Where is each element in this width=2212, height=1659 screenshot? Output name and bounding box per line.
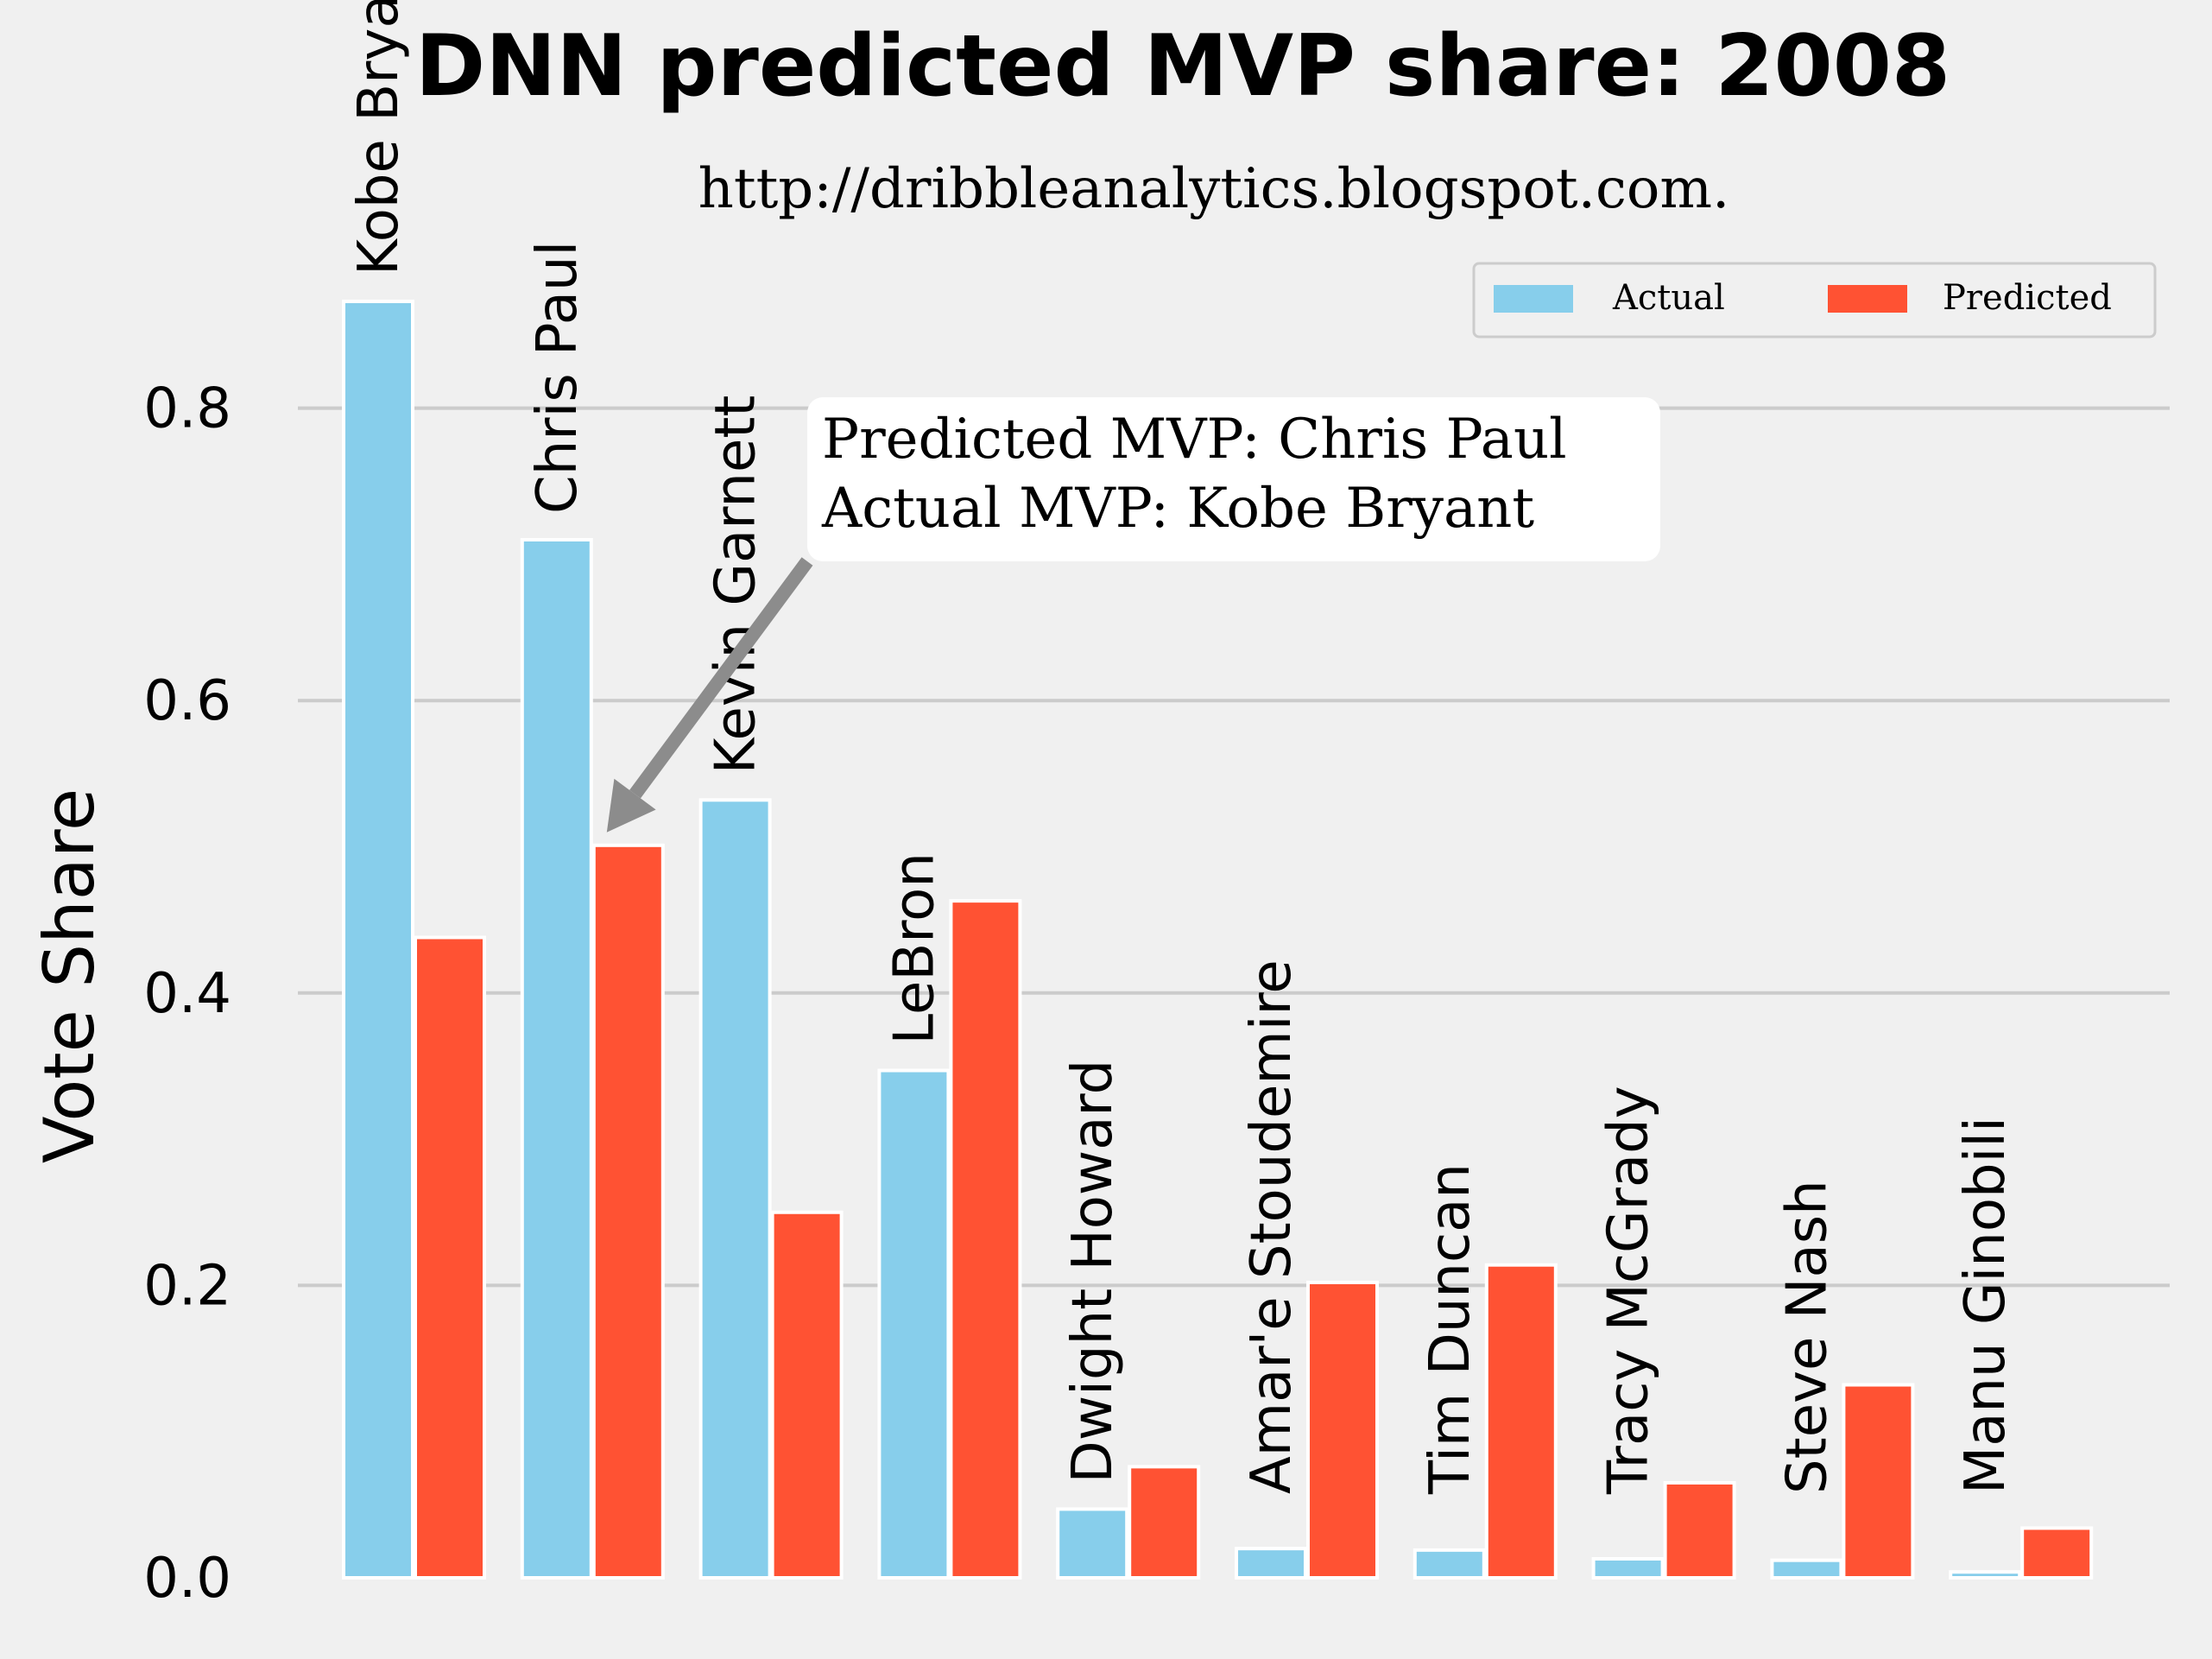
bar-actual <box>1415 1550 1484 1578</box>
bar-predicted <box>1487 1265 1556 1578</box>
player-label: Dwight Howard <box>1061 1060 1125 1484</box>
chart-subtitle: http://dribbleanalytics.blogspot.com. <box>698 157 1730 221</box>
legend-swatch-predicted <box>1828 285 1907 313</box>
annotation-line-1: Predicted MVP: Chris Paul <box>822 408 1567 472</box>
annotation-line-2: Actual MVP: Kobe Bryant <box>821 477 1534 541</box>
bar-actual <box>1594 1559 1663 1578</box>
legend: Actual Predicted <box>1474 263 2155 337</box>
bar-actual <box>879 1071 948 1578</box>
player-label: LeBron <box>882 852 946 1044</box>
bar-predicted <box>1843 1385 1912 1578</box>
y-tick-label: 0.2 <box>143 1254 231 1318</box>
player-label: Chris Paul <box>526 241 590 514</box>
legend-label-predicted: Predicted <box>1943 278 2112 318</box>
player-label: Tim Duncan <box>1419 1163 1482 1495</box>
legend-label-actual: Actual <box>1612 278 1725 318</box>
bar-predicted <box>1308 1282 1377 1578</box>
player-label: Steve Nash <box>1775 1180 1839 1494</box>
player-label: Kobe Bryant <box>347 0 411 275</box>
bar-predicted <box>2022 1528 2091 1578</box>
bar-actual <box>701 800 770 1578</box>
bar-actual <box>344 301 413 1578</box>
player-label: Manu Ginobili <box>1954 1117 2018 1494</box>
legend-swatch-actual <box>1494 285 1573 313</box>
player-label: Amar'e Stoudemire <box>1240 959 1304 1494</box>
y-tick-label: 0.8 <box>143 377 231 441</box>
chart-title: DNN predicted MVP share: 2008 <box>415 17 1950 116</box>
bar-actual <box>1772 1561 1841 1578</box>
y-axis-label: Vote Share <box>29 788 110 1163</box>
bar-actual <box>522 540 591 1578</box>
player-label: Tracy McGrady <box>1597 1086 1661 1495</box>
player-label: Kevin Garnett <box>705 395 768 774</box>
y-tick-label: 0.0 <box>143 1547 231 1611</box>
bar-predicted <box>1665 1483 1735 1578</box>
bar-actual <box>1950 1572 2019 1578</box>
y-tick-label: 0.6 <box>143 669 231 733</box>
bar-predicted <box>594 845 663 1578</box>
bar-actual <box>1236 1548 1305 1578</box>
y-tick-label: 0.4 <box>143 962 231 1026</box>
bar-actual <box>1058 1509 1127 1578</box>
bar-predicted <box>1129 1466 1198 1578</box>
bar-predicted <box>951 901 1020 1578</box>
bar-predicted <box>773 1213 842 1578</box>
bar-predicted <box>415 937 484 1578</box>
